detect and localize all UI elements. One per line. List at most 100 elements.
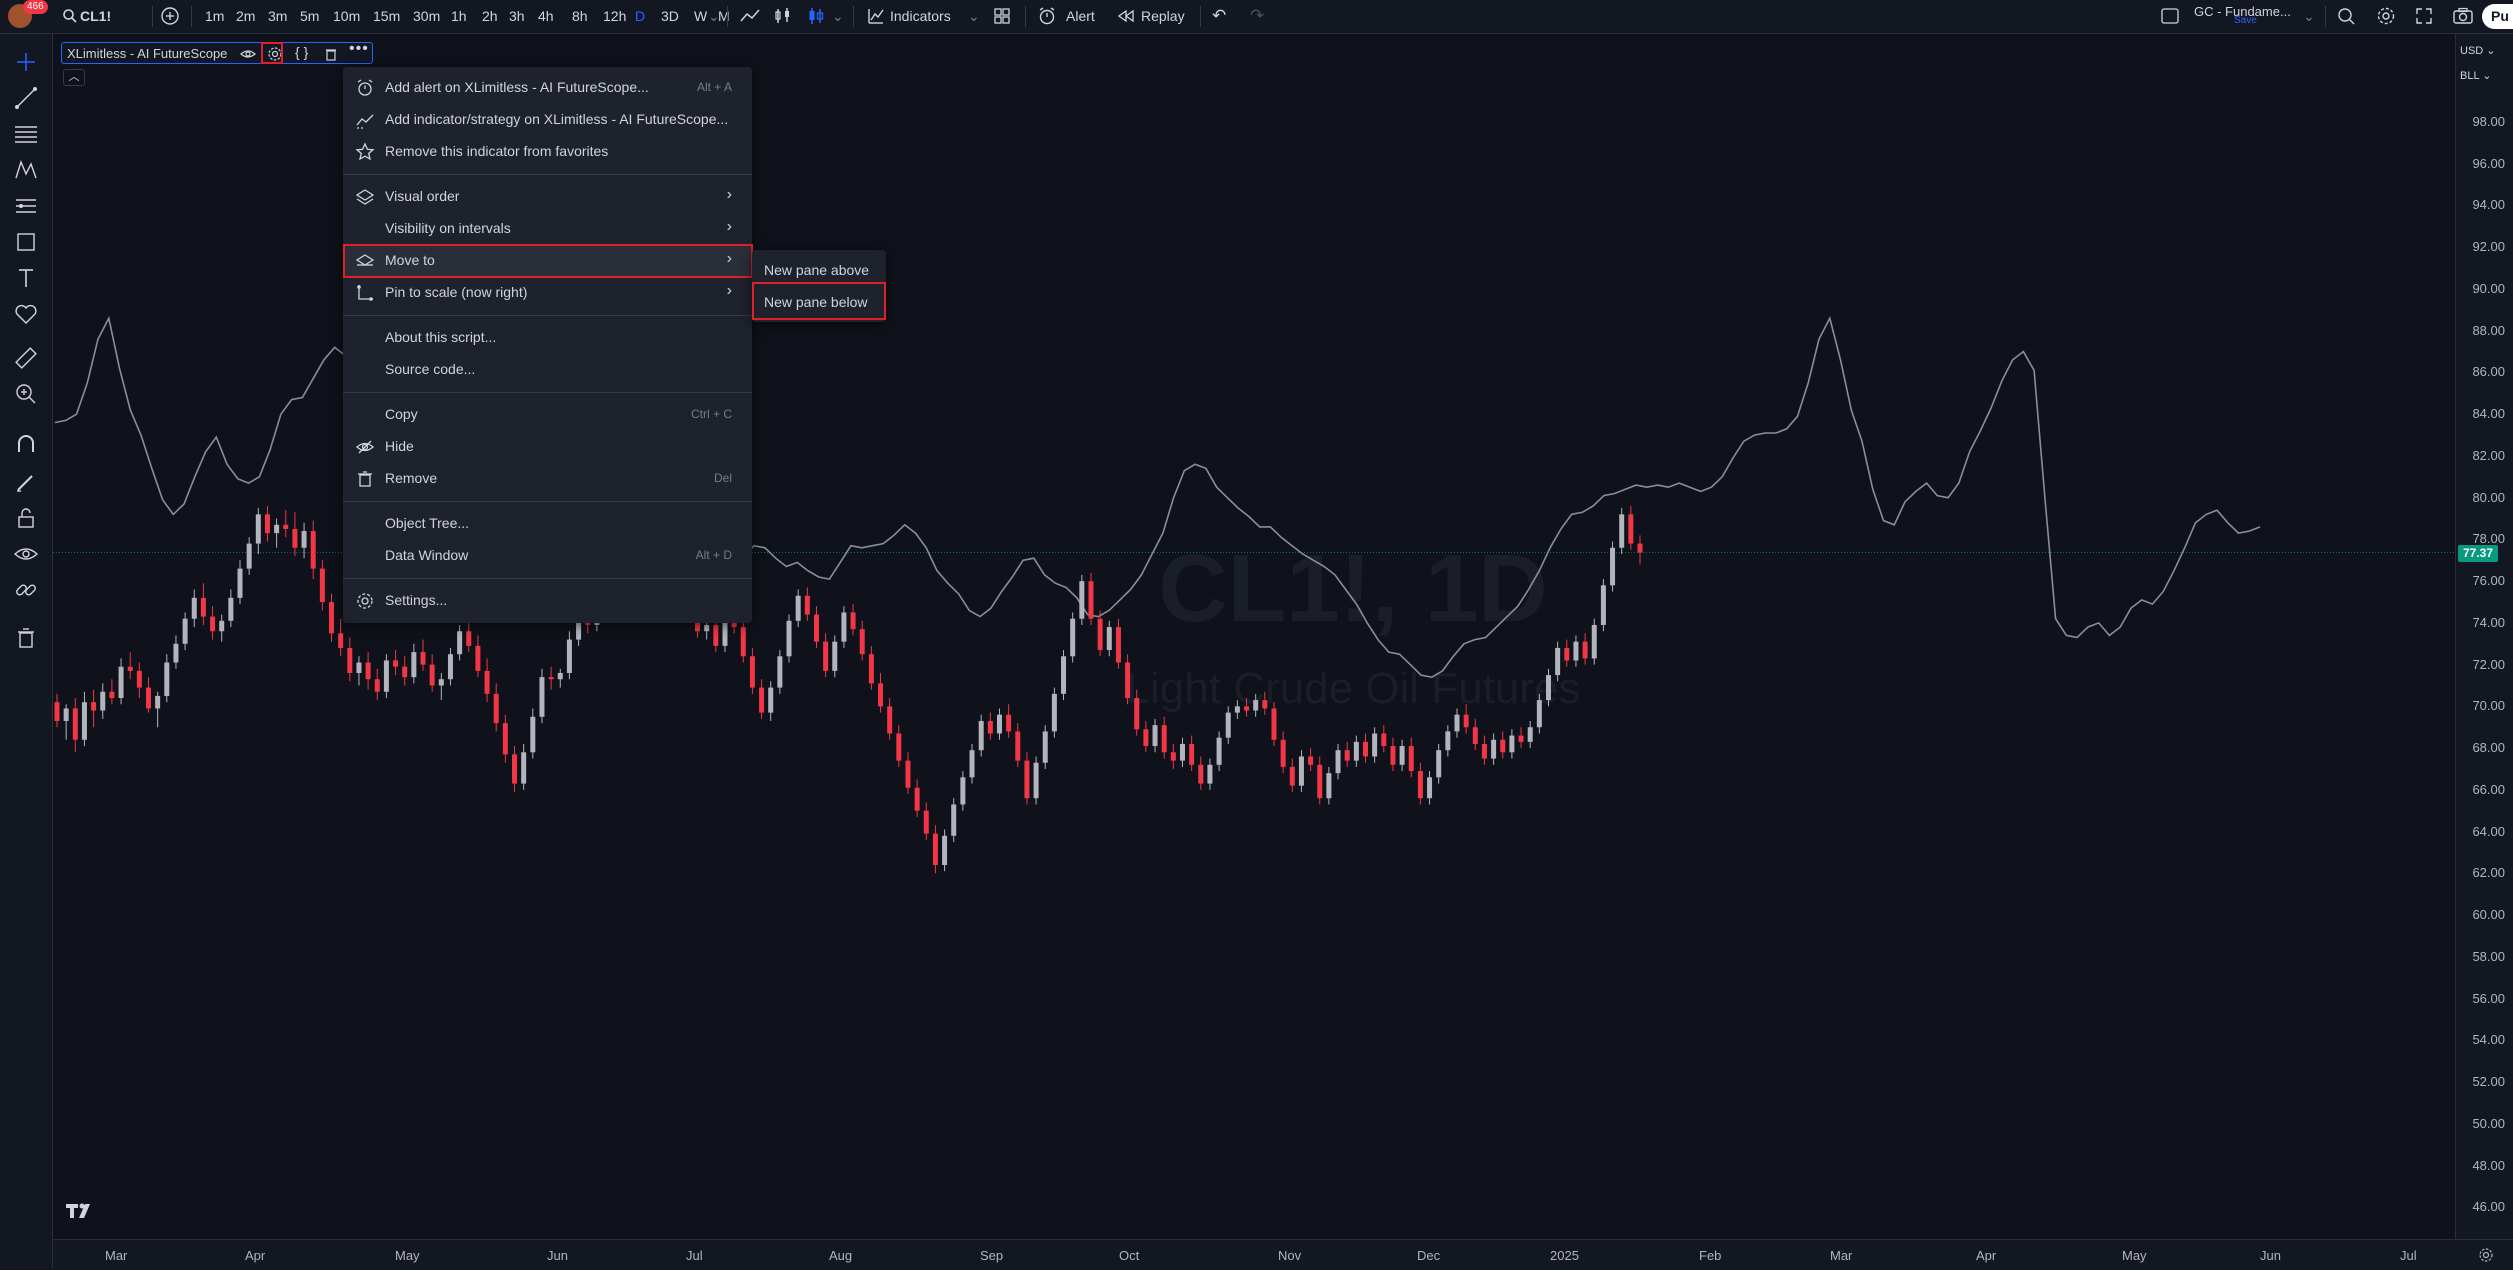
legend-delete-icon[interactable] <box>323 46 339 62</box>
chart-type-dropdown-icon[interactable]: ⌄ <box>832 8 844 24</box>
interval-3m[interactable]: 3m <box>268 8 288 24</box>
candle <box>942 829 948 872</box>
candle <box>447 647 453 686</box>
candle <box>1198 756 1204 790</box>
fib-retracement-icon[interactable] <box>12 120 40 148</box>
settings-gear-icon[interactable] <box>2376 6 2396 26</box>
interval-m[interactable]: M <box>718 8 730 24</box>
lock-icon[interactable] <box>12 504 40 532</box>
text-tool-icon[interactable] <box>12 264 40 292</box>
menu-item-move-to[interactable]: Move to › <box>343 245 752 277</box>
draw-mode-icon[interactable] <box>12 468 40 496</box>
trash-icon[interactable] <box>12 624 40 652</box>
link-icon[interactable] <box>12 576 40 604</box>
quick-search-icon[interactable] <box>2336 6 2356 26</box>
bar-chart-type-icon[interactable] <box>772 6 794 26</box>
symbol-button[interactable]: CL1! <box>80 8 112 24</box>
menu-item-pin-to-scale[interactable]: Pin to scale (now right) › <box>343 277 752 309</box>
collapse-legend-button[interactable]: ︿ <box>63 69 85 86</box>
menu-item-settings[interactable]: Settings... <box>343 585 752 617</box>
axis-settings-gear-icon[interactable] <box>2478 1247 2494 1263</box>
menu-item-new-pane-above[interactable]: New pane above <box>752 254 886 286</box>
indicators-button[interactable]: Indicators <box>890 8 951 24</box>
zoom-in-icon[interactable] <box>12 380 40 408</box>
snapshot-camera-icon[interactable] <box>2452 6 2474 26</box>
menu-item-visual-order[interactable]: Visual order › <box>343 181 752 213</box>
candle <box>1637 535 1643 565</box>
compare-add-icon[interactable] <box>160 6 180 26</box>
interval-2h[interactable]: 2h <box>482 8 498 24</box>
interval-1m[interactable]: 1m <box>205 8 225 24</box>
interval-10m[interactable]: 10m <box>333 8 361 24</box>
divider <box>1025 6 1026 27</box>
menu-item-add-alert[interactable]: Add alert on XLimitless - AI FutureScope… <box>343 72 752 104</box>
menu-item-label: Settings... <box>385 592 448 608</box>
shapes-icon[interactable] <box>12 228 40 256</box>
indicators-dropdown-icon[interactable]: ⌄ <box>968 8 980 24</box>
menu-item-remove-favorite[interactable]: Remove this indicator from favorites <box>343 136 752 168</box>
legend-source-code-icon[interactable]: { } <box>295 44 309 60</box>
trend-line-icon[interactable] <box>12 84 40 112</box>
ruler-icon[interactable] <box>12 344 40 372</box>
interval-12h[interactable]: 12h <box>603 8 627 24</box>
menu-item-about-script[interactable]: About this script... <box>343 322 752 354</box>
menu-item-new-pane-below[interactable]: New pane below <box>752 286 886 318</box>
replay-icon[interactable] <box>1116 6 1136 26</box>
save-button[interactable]: Save <box>2234 15 2257 26</box>
layout-name[interactable]: GC - Fundame... <box>2194 4 2291 19</box>
candle <box>795 589 801 628</box>
tradingview-logo[interactable] <box>65 1201 99 1221</box>
currency-selector[interactable]: USD ⌄ <box>2460 45 2496 57</box>
candles-chart-type-icon[interactable] <box>805 6 827 26</box>
interval-2m[interactable]: 2m <box>236 8 256 24</box>
alert-icon[interactable] <box>1037 6 1057 26</box>
candle <box>365 652 371 690</box>
menu-item-visibility-intervals[interactable]: Visibility on intervals › <box>343 213 752 245</box>
indicator-legend-name[interactable]: XLimitless - AI FutureScope <box>67 46 228 61</box>
interval-d[interactable]: D <box>635 8 646 24</box>
crosshair-icon[interactable] <box>12 48 40 76</box>
interval-8h[interactable]: 8h <box>572 8 588 24</box>
replay-button[interactable]: Replay <box>1141 8 1185 24</box>
unit-selector[interactable]: BLL ⌄ <box>2460 70 2492 82</box>
interval-15m[interactable]: 15m <box>373 8 401 24</box>
layout-templates-icon[interactable] <box>992 6 1012 26</box>
menu-item-object-tree[interactable]: Object Tree... <box>343 508 752 540</box>
menu-item-source-code[interactable]: Source code... <box>343 354 752 386</box>
fullscreen-icon[interactable] <box>2414 6 2434 26</box>
menu-item-data-window[interactable]: Data Window Alt + D <box>343 540 752 572</box>
layout-dropdown-icon[interactable]: ⌄ <box>2303 8 2315 24</box>
menu-item-hide[interactable]: Hide <box>343 431 752 463</box>
price-axis[interactable]: USD ⌄ BLL ⌄ 98.00 96.00 94.00 92.00 90.00 88.… <box>2455 34 2513 1256</box>
interval-4h[interactable]: 4h <box>538 8 554 24</box>
magnet-icon[interactable] <box>12 432 40 460</box>
indicators-icon[interactable] <box>866 6 886 26</box>
legend-eye-icon[interactable] <box>240 46 256 62</box>
unit-label: BLL <box>2460 70 2480 82</box>
publish-button[interactable]: Pu <box>2482 4 2513 29</box>
interval-30m[interactable]: 30m <box>413 8 441 24</box>
undo-icon[interactable]: ↶ <box>1212 6 1227 25</box>
time-axis[interactable]: Mar Apr May Jun Jul Aug Sep Oct Nov Dec 2025 Feb Mar… <box>53 1239 2513 1270</box>
alert-button[interactable]: Alert <box>1066 8 1095 24</box>
legend-more-icon[interactable]: ••• <box>349 40 369 57</box>
interval-3h[interactable]: 3h <box>509 8 525 24</box>
visibility-eye-icon[interactable] <box>12 540 40 568</box>
interval-3d[interactable]: 3D <box>661 8 679 24</box>
interval-5m[interactable]: 5m <box>300 8 320 24</box>
menu-item-add-indicator[interactable]: Add indicator/strategy on XLimitless - A… <box>343 104 752 136</box>
favorites-heart-icon[interactable] <box>12 300 40 328</box>
prediction-icon[interactable] <box>12 192 40 220</box>
pattern-icon[interactable] <box>12 156 40 184</box>
menu-item-remove[interactable]: Remove Del <box>343 463 752 495</box>
interval-dropdown-icon[interactable]: ⌄ <box>708 8 720 24</box>
interval-1h[interactable]: 1h <box>451 8 467 24</box>
legend-settings-icon[interactable] <box>267 46 283 62</box>
line-chart-type-icon[interactable] <box>739 6 761 26</box>
layout-icon[interactable] <box>2160 6 2180 26</box>
redo-icon[interactable]: ↷ <box>1250 6 1265 25</box>
menu-item-copy[interactable]: Copy Ctrl + C <box>343 399 752 431</box>
interval-w[interactable]: W <box>694 8 708 24</box>
symbol-search-icon[interactable] <box>62 6 78 26</box>
menu-item-label: New pane below <box>764 294 868 310</box>
